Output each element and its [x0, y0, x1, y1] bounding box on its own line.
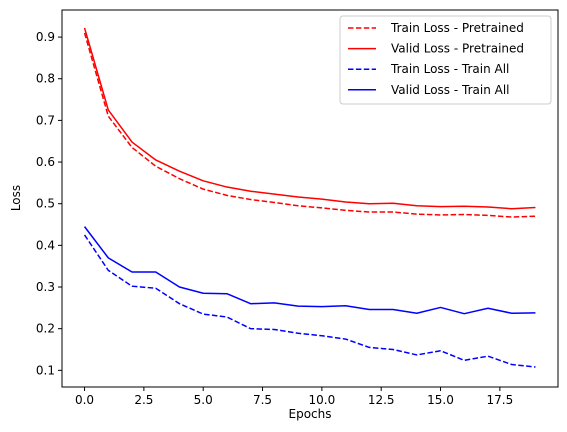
legend-label: Valid Loss - Train All — [391, 83, 510, 97]
series-line-train-loss-pretrained — [83, 32, 536, 218]
y-tick-label: 0.5 — [36, 197, 55, 211]
x-tick-label: 5.0 — [194, 393, 213, 407]
y-axis-label: Loss — [9, 185, 23, 211]
series-line-valid-loss-pretrained — [83, 27, 536, 210]
y-tick-label: 0.6 — [36, 155, 55, 169]
x-tick-label: 2.5 — [134, 393, 153, 407]
x-tick-label: 7.5 — [253, 393, 272, 407]
y-tick-label: 0.3 — [36, 280, 55, 294]
series-line-valid-loss-train-all — [83, 226, 536, 315]
y-tick-label: 0.2 — [36, 322, 55, 336]
legend-box — [339, 15, 552, 105]
x-tick-label: 15.0 — [427, 393, 454, 407]
legend: Train Loss - Pretrained Valid Loss - Pret… — [339, 15, 552, 105]
series-layer — [83, 27, 536, 368]
y-tick-label: 0.8 — [36, 72, 55, 86]
series-line-train-loss-train-all — [83, 234, 536, 368]
legend-label: Valid Loss - Pretrained — [391, 42, 524, 56]
x-tick-label: 10.0 — [309, 393, 336, 407]
y-tick-label: 0.7 — [36, 113, 55, 127]
y-axis-ticks: 0.1 0.2 0.3 0.4 0.5 0.6 0.7 0.8 0.9 — [36, 30, 62, 377]
x-tick-label: 12.5 — [368, 393, 395, 407]
x-tick-label: 0.0 — [75, 393, 94, 407]
plot-frame — [61, 9, 559, 388]
legend-label: Train Loss - Train All — [390, 62, 509, 76]
x-axis-label: Epochs — [289, 407, 332, 421]
x-tick-label: 17.5 — [486, 393, 513, 407]
y-tick-label: 0.9 — [36, 30, 55, 44]
legend-label: Train Loss - Pretrained — [390, 21, 524, 35]
y-tick-label: 0.4 — [36, 238, 55, 252]
x-axis-ticks: 0.0 2.5 5.0 7.5 10.0 12.5 15.0 17.5 — [75, 387, 513, 407]
y-tick-label: 0.1 — [36, 363, 55, 377]
